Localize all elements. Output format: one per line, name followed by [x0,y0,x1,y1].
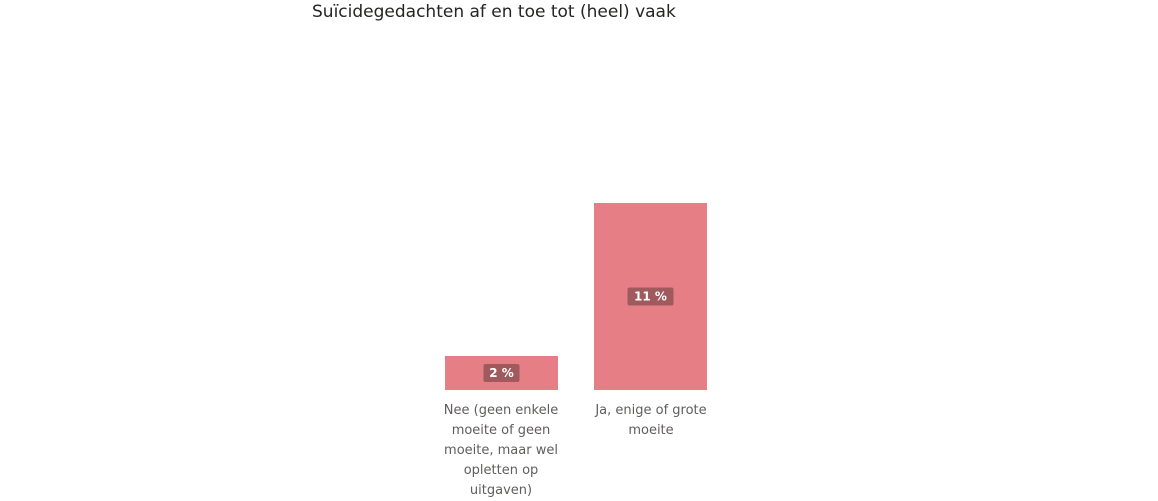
data-label-0: 2 % [489,366,514,380]
data-label-1: 11 % [634,290,667,304]
category-label-nee: Nee (geen enkele moeite of geen moeite, … [443,403,559,498]
chart-title: Suïcidegedachten af en toe tot (heel) va… [312,2,676,22]
category-label-ja: Ja, enige of grote moeite [595,403,707,438]
data-label-bg-1 [627,287,674,306]
data-label-bg-0 [483,364,520,382]
